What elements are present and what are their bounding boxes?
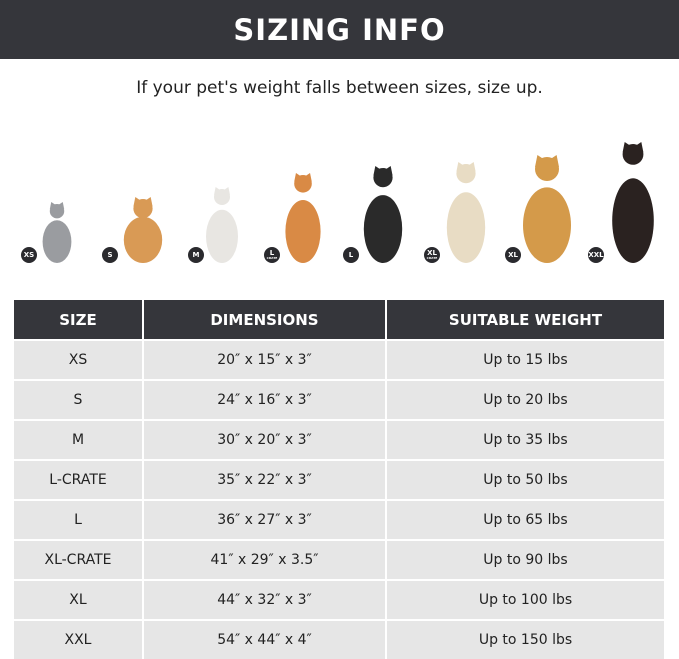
cat-image bbox=[42, 202, 72, 263]
cell-weight: Up to 150 lbs bbox=[386, 619, 664, 659]
header-dimensions: DIMENSIONS bbox=[143, 300, 387, 340]
cell-weight: Up to 15 lbs bbox=[386, 339, 664, 380]
size-badge: XXL bbox=[588, 247, 604, 263]
cell-size: L-CRATE bbox=[14, 459, 144, 500]
badge-label: L bbox=[269, 249, 275, 257]
pomeranian-image bbox=[123, 197, 163, 263]
cell-size: XL bbox=[14, 579, 144, 620]
table-row: XXL 54″ x 44″ x 4″ Up to 150 lbs bbox=[14, 619, 664, 659]
cell-dimensions: 24″ x 16″ x 3″ bbox=[143, 379, 387, 420]
table-row: S 24″ x 16″ x 3″ Up to 20 lbs bbox=[14, 379, 664, 420]
badge-label: L bbox=[348, 250, 354, 259]
badge-label: XL bbox=[508, 250, 518, 259]
cell-dimensions: 41″ x 29″ x 3.5″ bbox=[143, 539, 387, 580]
sizing-banner: SIZING INFO bbox=[0, 0, 679, 59]
cell-size: XL-CRATE bbox=[14, 539, 144, 580]
header-size: SIZE bbox=[14, 300, 144, 340]
size-badge: S bbox=[102, 247, 118, 263]
french-bulldog-image bbox=[206, 187, 238, 263]
golden-retriever-image bbox=[523, 155, 571, 263]
size-badge: XS bbox=[21, 247, 37, 263]
sizing-tip: If your pet's weight falls between sizes… bbox=[136, 78, 543, 98]
size-badge: XL CRATE bbox=[424, 247, 440, 263]
labrador-image bbox=[446, 162, 486, 263]
border-collie-image bbox=[363, 166, 403, 263]
size-badge: XL bbox=[505, 247, 521, 263]
cell-dimensions: 36″ x 27″ x 3″ bbox=[143, 499, 387, 540]
cell-dimensions: 20″ x 15″ x 3″ bbox=[143, 339, 387, 380]
sizing-table: SIZE DIMENSIONS SUITABLE WEIGHT XS 20″ x … bbox=[14, 300, 664, 659]
cell-dimensions: 44″ x 32″ x 3″ bbox=[143, 579, 387, 620]
badge-label: M bbox=[192, 250, 200, 259]
cell-size: S bbox=[14, 379, 144, 420]
cell-weight: Up to 50 lbs bbox=[386, 459, 664, 500]
cell-weight: Up to 35 lbs bbox=[386, 419, 664, 460]
table-header-row: SIZE DIMENSIONS SUITABLE WEIGHT bbox=[14, 300, 664, 340]
cell-dimensions: 30″ x 20″ x 3″ bbox=[143, 419, 387, 460]
cell-dimensions: 35″ x 22″ x 3″ bbox=[143, 459, 387, 500]
table-row: L-CRATE 35″ x 22″ x 3″ Up to 50 lbs bbox=[14, 459, 664, 500]
cell-size: XS bbox=[14, 339, 144, 380]
table-row: XL 44″ x 32″ x 3″ Up to 100 lbs bbox=[14, 579, 664, 620]
size-badge: L CRATE bbox=[264, 247, 280, 263]
badge-sublabel: CRATE bbox=[426, 256, 438, 260]
cell-size: L bbox=[14, 499, 144, 540]
cell-weight: Up to 100 lbs bbox=[386, 579, 664, 620]
badge-label: XL bbox=[427, 249, 437, 257]
banner-title: SIZING INFO bbox=[233, 12, 446, 47]
badge-label: XXL bbox=[588, 250, 604, 259]
badge-sublabel: CRATE bbox=[266, 256, 278, 260]
size-badge: M bbox=[188, 247, 204, 263]
cell-weight: Up to 65 lbs bbox=[386, 499, 664, 540]
badge-label: XS bbox=[23, 250, 35, 259]
table-row: L 36″ x 27″ x 3″ Up to 65 lbs bbox=[14, 499, 664, 540]
size-badge: L bbox=[343, 247, 359, 263]
badge-label: S bbox=[107, 250, 113, 259]
table-row: XL-CRATE 41″ x 29″ x 3.5″ Up to 90 lbs bbox=[14, 539, 664, 580]
table-row: XS 20″ x 15″ x 3″ Up to 15 lbs bbox=[14, 339, 664, 380]
cell-weight: Up to 20 lbs bbox=[386, 379, 664, 420]
cell-weight: Up to 90 lbs bbox=[386, 539, 664, 580]
cell-size: XXL bbox=[14, 619, 144, 659]
doberman-image bbox=[612, 142, 654, 263]
table-row: M 30″ x 20″ x 3″ Up to 35 lbs bbox=[14, 419, 664, 460]
shiba-inu-image bbox=[285, 173, 321, 263]
header-weight: SUITABLE WEIGHT bbox=[386, 300, 664, 340]
cell-size: M bbox=[14, 419, 144, 460]
cell-dimensions: 54″ x 44″ x 4″ bbox=[143, 619, 387, 659]
